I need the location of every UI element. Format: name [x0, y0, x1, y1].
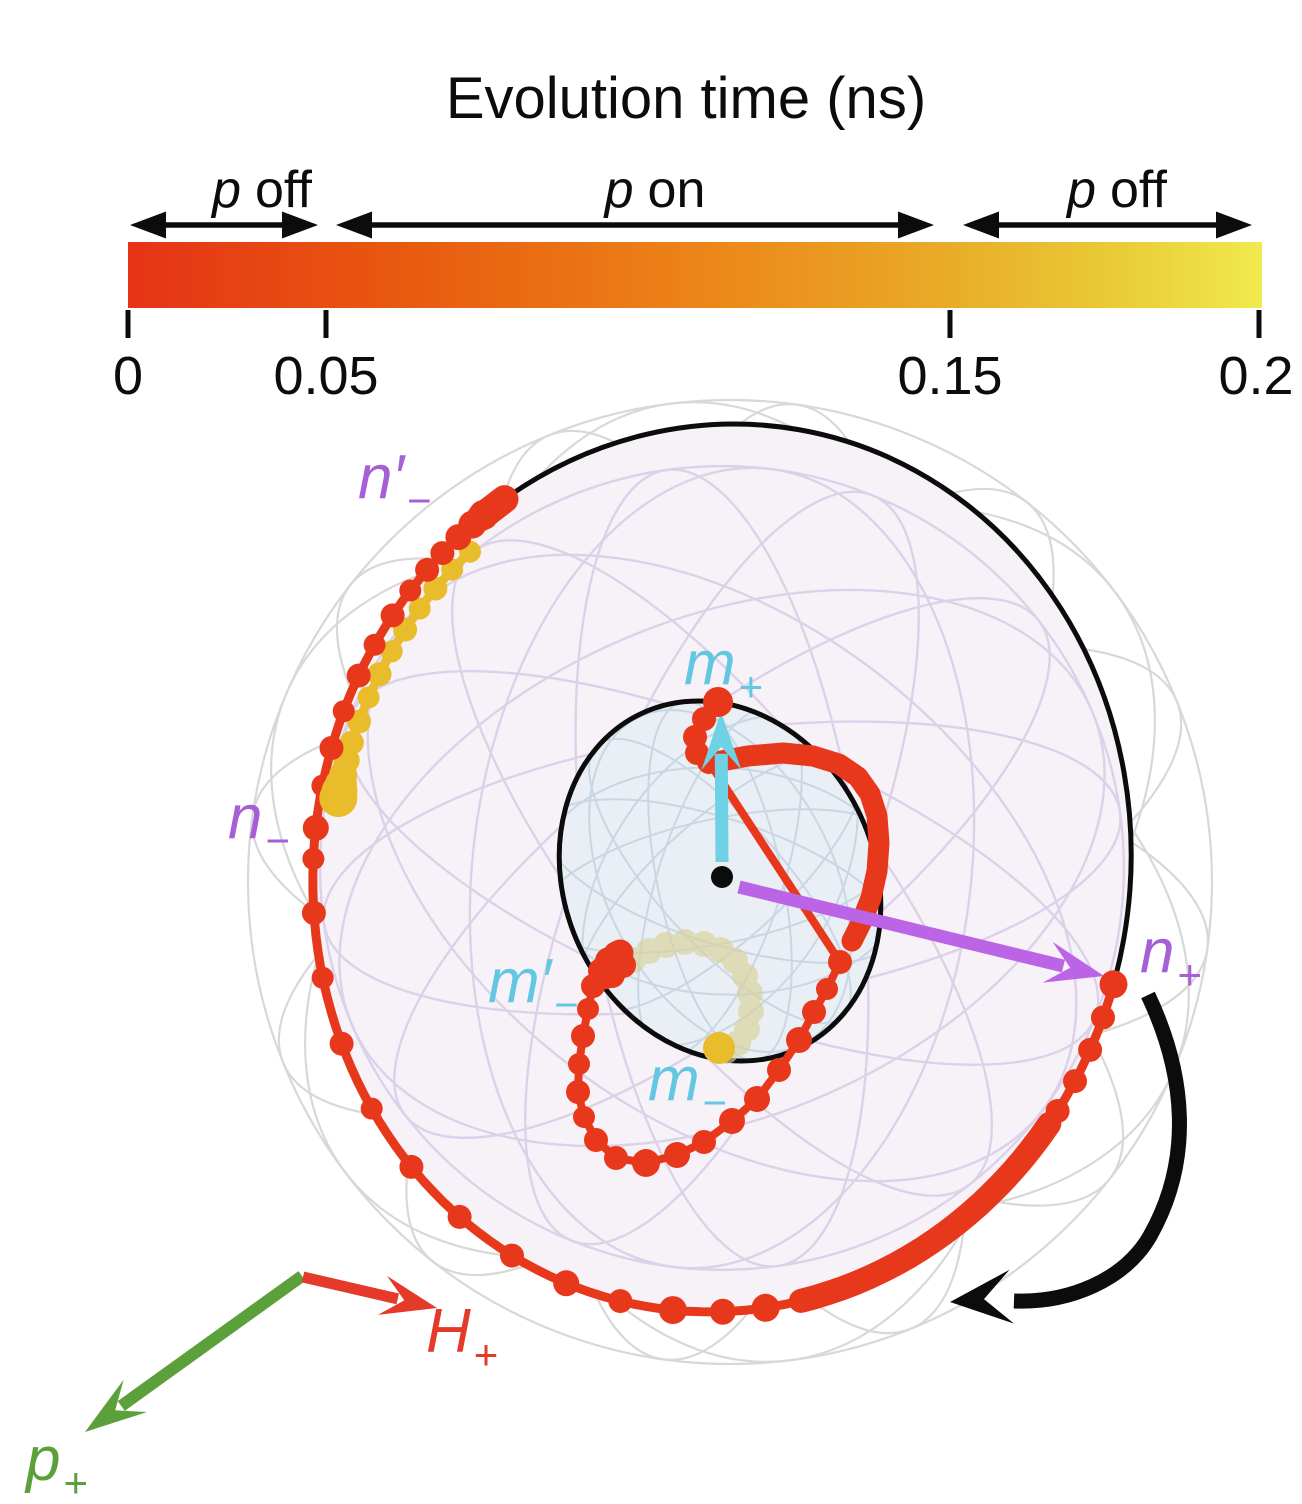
- colorbar: [125, 242, 1262, 338]
- range-arrow: [130, 211, 318, 239]
- segment-label-p-off-right: p off: [1065, 161, 1167, 219]
- range-arrow: [963, 211, 1252, 239]
- arrowhead: [1216, 211, 1252, 239]
- inner-red-trajectory: [566, 707, 890, 1177]
- arrowhead: [898, 211, 934, 239]
- sphere-center-dot: [711, 866, 733, 888]
- m-plus-state-arrow: [701, 712, 742, 863]
- range-arrow: [336, 211, 934, 239]
- tick-label-0.2: 0.2: [1218, 346, 1293, 406]
- p-plus-axis-arrow: [85, 1271, 306, 1432]
- label-p-plus: p+: [24, 1425, 88, 1504]
- label-m-plus: m+: [684, 629, 763, 710]
- arrowhead: [282, 211, 318, 239]
- outer-red-trajectory: [301, 485, 1128, 1325]
- tick-label-0.15: 0.15: [897, 346, 1002, 406]
- label-n-minus: n−: [228, 783, 290, 864]
- arrowhead: [130, 211, 166, 239]
- tick-label-0.05: 0.05: [273, 346, 378, 406]
- label-H-plus: H+: [426, 1297, 498, 1378]
- segment-label-p-off-left: p off: [210, 161, 312, 219]
- tick-label-0: 0: [113, 346, 143, 406]
- labels: Evolution time (ns) p off p on p off 0 0.05…: [24, 66, 1294, 1504]
- colorbar-gradient-bar: [128, 242, 1262, 308]
- state-markers: [703, 687, 735, 1064]
- arrowhead: [336, 211, 372, 239]
- label-m-prime-minus: m′−: [488, 947, 579, 1028]
- label-m-minus: m−: [648, 1045, 727, 1126]
- m-plus-dot: [703, 687, 733, 717]
- segment-label-p-on: p on: [603, 161, 706, 219]
- render-root: [85, 211, 1262, 1432]
- arrowhead: [963, 211, 999, 239]
- yellow-trajectory-blob: [319, 760, 358, 818]
- rotation-direction-arrow: [950, 991, 1187, 1324]
- colorbar-title: Evolution time (ns): [446, 66, 926, 131]
- n-plus-state-arrow: [737, 880, 1104, 983]
- label-n-prime-minus: n′−: [358, 443, 432, 524]
- m-minus-dot: [703, 1032, 735, 1064]
- H-plus-axis-arrow: [301, 1271, 437, 1315]
- label-n-plus: n+: [1140, 917, 1202, 998]
